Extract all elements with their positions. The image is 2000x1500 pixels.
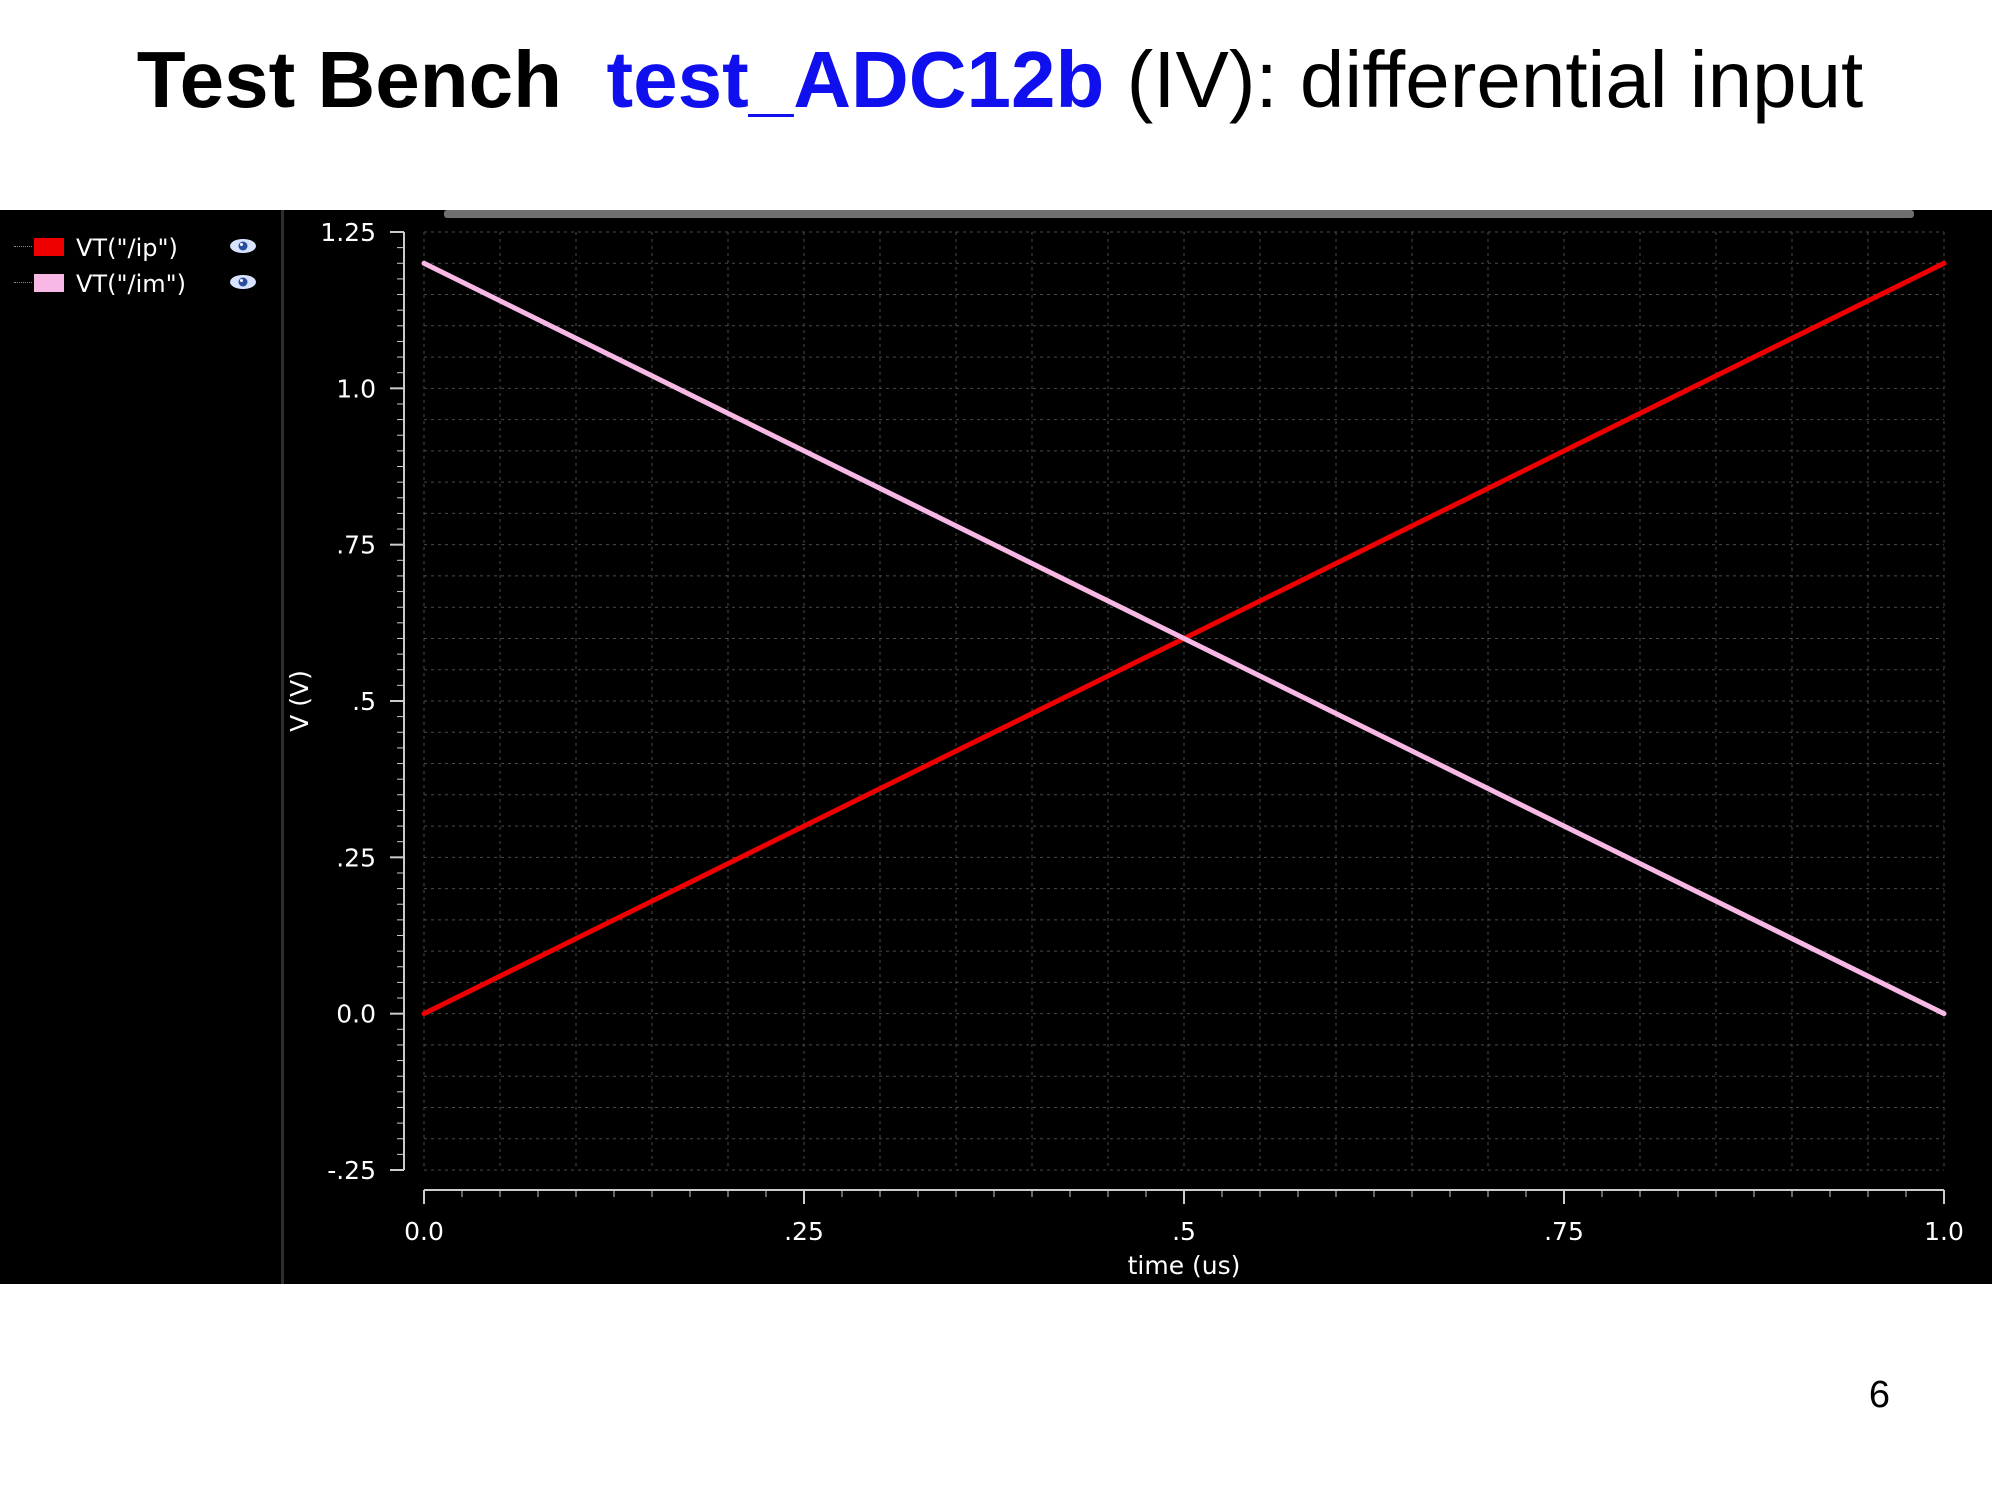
axis-layer <box>390 231 1945 1204</box>
series-line-im <box>421 260 1947 1017</box>
y-tick-label: 0.0 <box>336 1000 376 1029</box>
x-tick-label: 0.0 <box>404 1217 444 1246</box>
x-tick-label: .25 <box>784 1217 824 1246</box>
y-tick-label: 1.0 <box>336 374 376 403</box>
legend-item-im[interactable]: VT("/im") <box>14 268 274 298</box>
legend-label-ip: VT("/ip") <box>76 234 178 262</box>
y-tick-label: 1.25 <box>320 218 376 247</box>
page-number: 6 <box>1868 1374 1890 1416</box>
x-axis-label: time (us) <box>1128 1251 1241 1280</box>
eye-icon[interactable] <box>228 236 258 256</box>
y-tick-label: -.25 <box>327 1156 376 1185</box>
title-testbench-name: test_ADC12b <box>606 35 1105 124</box>
top-scrollbar[interactable] <box>444 210 1914 218</box>
x-tick-label: .75 <box>1544 1217 1584 1246</box>
tree-connector <box>14 282 32 283</box>
series-layer <box>421 260 1947 1017</box>
waveform-plot[interactable]: 1.25 1.0 .75 .5 .25 0.0 -.25 0.0 .25 .5 .75 1.0 tim… <box>284 210 1992 1284</box>
title-prefix: Test Bench <box>136 35 562 124</box>
y-tick-label: .75 <box>336 531 376 560</box>
y-axis-label: V (V) <box>285 670 314 732</box>
legend-swatch-ip <box>34 238 64 256</box>
waveform-window: VT("/ip") VT("/im") 1.25 1.0 .75 .5 .25 0.0 -.… <box>0 210 1992 1284</box>
legend-swatch-im <box>34 274 64 292</box>
legend-panel: VT("/ip") VT("/im") <box>0 210 284 1284</box>
slide-title: Test Bench test_ADC12b (IV): differentia… <box>0 30 2000 130</box>
legend-item-ip[interactable]: VT("/ip") <box>14 232 274 262</box>
tree-connector <box>14 246 32 247</box>
y-tick-label: .25 <box>336 843 376 872</box>
eye-icon[interactable] <box>228 272 258 292</box>
title-suffix: (IV): differential input <box>1104 35 1864 124</box>
x-tick-label: .5 <box>1172 1217 1196 1246</box>
x-tick-label: 1.0 <box>1924 1217 1964 1246</box>
legend-label-im: VT("/im") <box>76 270 187 298</box>
label-layer: 1.25 1.0 .75 .5 .25 0.0 -.25 0.0 .25 .5 .75 1.0 <box>320 218 1964 1246</box>
y-tick-label: .5 <box>352 687 376 716</box>
grid-layer <box>423 231 1945 1171</box>
